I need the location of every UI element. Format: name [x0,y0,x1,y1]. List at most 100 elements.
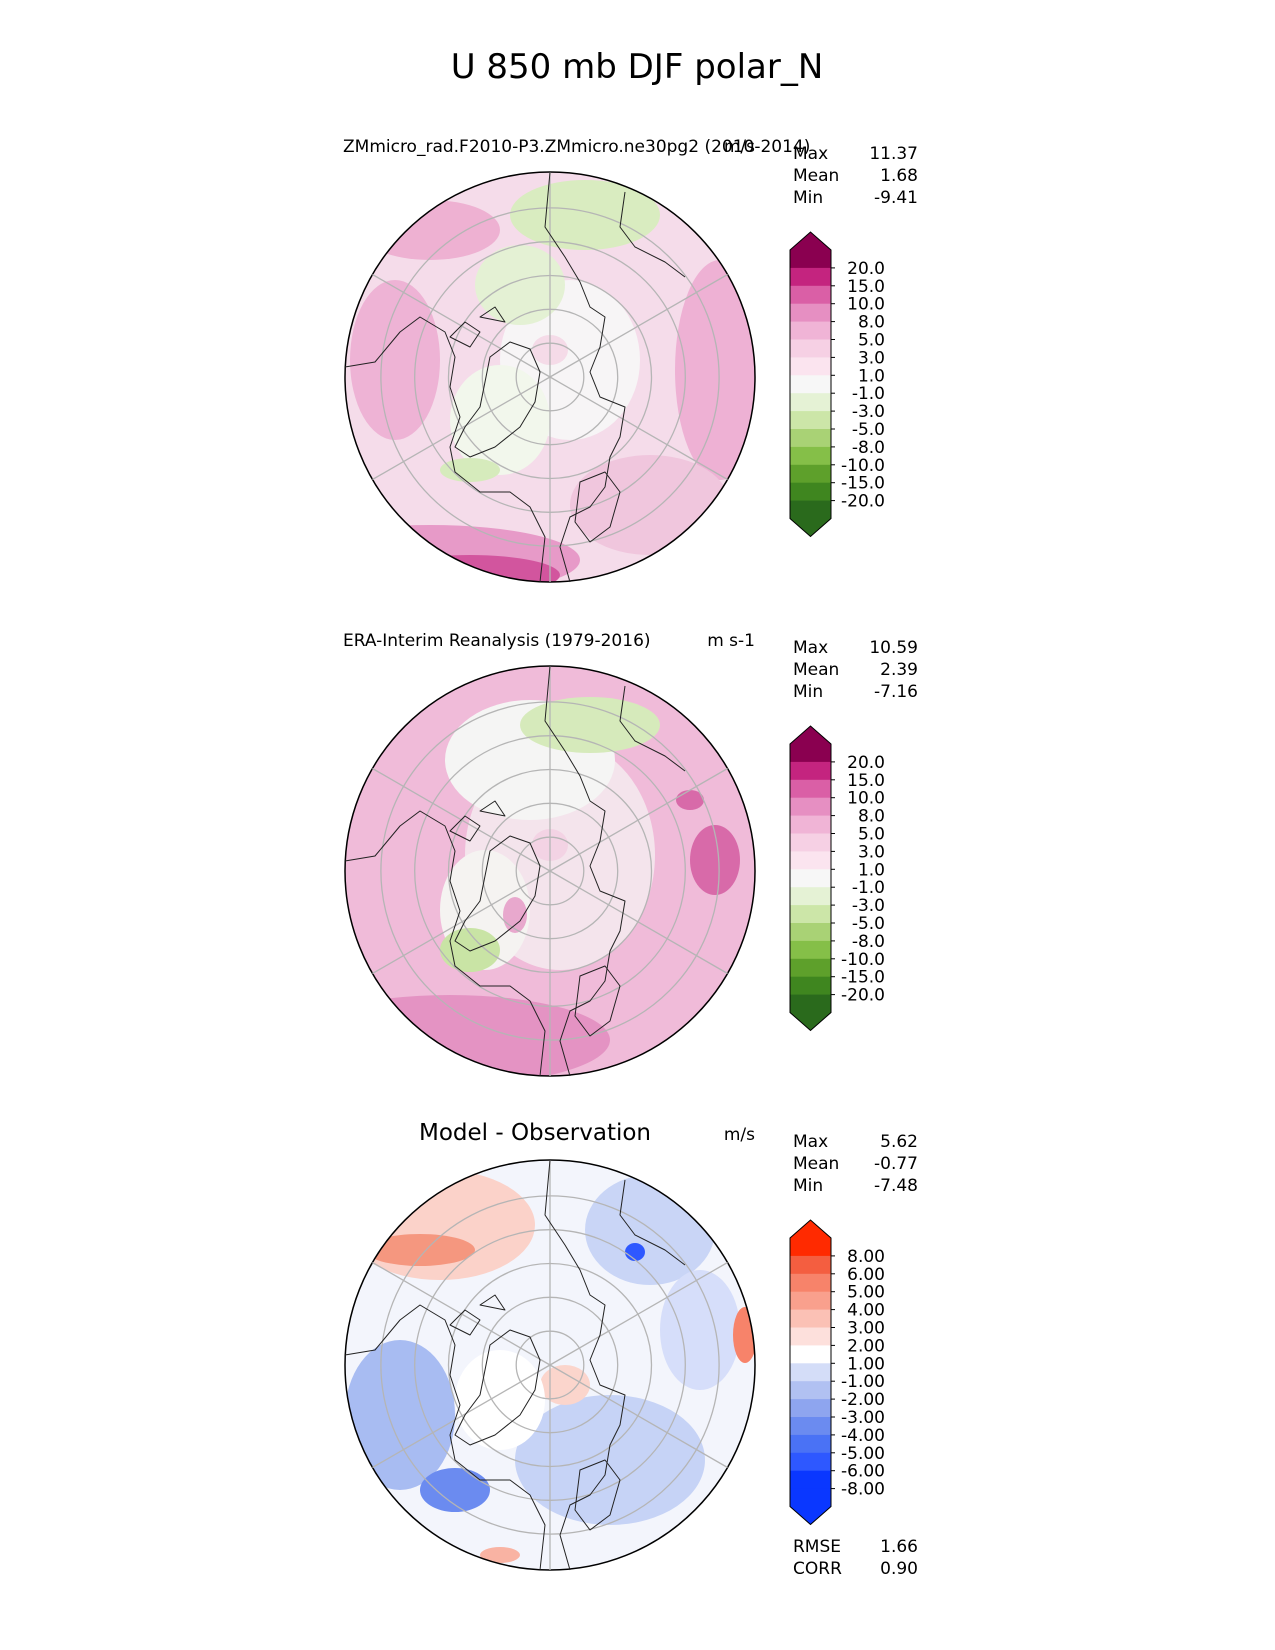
stat-label: Min [793,682,823,702]
colorbar-segment [790,267,831,287]
field-patch [365,1234,475,1266]
meridian-gridline [372,870,551,975]
panel-units: m s-1 [707,631,755,651]
colorbar-segment [790,1291,831,1311]
field-patch [475,245,565,325]
stat-label: Max [793,638,828,658]
colorbar-segment [790,958,831,978]
panel-difference: Model - Observation m/s [344,1120,756,1571]
colorbar-segment [790,976,831,996]
coastline [574,965,621,1037]
colorbar-tick-label: 2.00 [847,1336,885,1356]
colorbar-tick-label: -5.0 [852,914,885,934]
colorbar-tick-label: 1.00 [847,1354,885,1374]
colorbar-tick-label: -8.0 [852,932,885,952]
field-patch [380,555,560,582]
colorbar-segment [790,905,831,924]
colorbar-tick-label: -1.00 [841,1372,885,1392]
colorbar-segment [790,869,831,888]
coastline [449,1294,506,1336]
colorbar-segment [790,1399,831,1418]
stat-label: RMSE [793,1537,841,1557]
stat-value: -9.41 [874,188,918,208]
colorbar-tick-label: -20.0 [841,492,885,512]
colorbar-tick-label: 5.0 [858,331,885,351]
colorbar-segment [790,1470,831,1490]
colorbar-outline [789,1219,832,1526]
colorbar-segment [790,1238,831,1257]
colorbar-outline [789,231,832,538]
coastline [344,810,546,1077]
field-patch [503,897,527,933]
stat-value: 0.90 [880,1559,918,1579]
colorbar-tick-label: 15.0 [847,771,885,791]
map-overlay [344,665,728,1077]
colorbar-tick-label: -15.0 [841,968,885,988]
coastline [574,1459,621,1531]
stat-value: 11.37 [869,144,918,164]
colorbar-tick-label: -8.0 [852,438,885,458]
panel-title: ZMmicro_rad.F2010-P3.ZMmicro.ne30pg2 (20… [343,137,810,157]
colorbar-segment [790,779,831,799]
field-patch [676,790,704,810]
colorbar-tick-label: 1.0 [858,860,885,880]
figure-title: U 850 mb DJF polar_N [451,47,824,87]
coastline [454,341,541,458]
polar-map [345,172,755,582]
map-overlay [344,1159,728,1571]
colorbar-segment [790,887,831,906]
coastline [619,685,686,772]
stat-label: Mean [793,1154,839,1174]
colorbar-segment [790,1452,831,1472]
map-overlay [344,171,728,583]
colorbar-min-extension [790,1012,831,1031]
stat-value: 1.68 [880,166,918,186]
colorbar-segment [790,833,831,852]
colorbar-tick-label: 4.00 [847,1301,885,1321]
colorbar-tick-label: 6.00 [847,1265,885,1285]
colorbar-tick-label: -6.00 [841,1462,885,1482]
colorbar-tick-label: -3.00 [841,1408,885,1428]
field-patch [450,365,550,475]
meridian-gridline [549,767,728,872]
stat-label: Max [793,144,828,164]
panel-test: ZMmicro_rad.F2010-P3.ZMmicro.ne30pg2 (20… [343,137,810,583]
colorbar-max-extension [790,232,831,250]
colorbar-segment [790,1327,831,1346]
colorbar-segment [790,1255,831,1275]
colorbar-tick-label: 5.0 [858,825,885,845]
stat-value: -7.16 [874,682,918,702]
coastline [544,171,626,583]
colorbar-tick-label: -5.0 [852,420,885,440]
colorbar-tick-label: -15.0 [841,474,885,494]
colorbar-tick-label: -20.0 [841,986,885,1006]
stat-value: -7.48 [874,1176,918,1196]
panel-title: Model - Observation [419,1120,651,1146]
colorbar-segment [790,464,831,484]
colorbar-segment [790,321,831,340]
panel-title: ERA-Interim Reanalysis (1979-2016) [343,631,651,651]
field-patch [360,200,500,260]
stat-value: 1.66 [880,1537,918,1557]
field-patch [660,1270,740,1390]
colorbar-segment [790,1363,831,1382]
colorbar-tick-label: -3.0 [852,896,885,916]
stat-value: -0.77 [874,1154,918,1174]
coastline [574,471,621,543]
colorbar-segment [790,1417,831,1436]
colorbar-segment [790,1434,831,1454]
coastline [449,306,506,348]
colorbar-tick-label: -1.0 [852,878,885,898]
colorbar-tick-label: 10.0 [847,789,885,809]
coastline [454,835,541,952]
panel-units: m/s [724,1125,755,1145]
field-patch [540,1365,590,1405]
stat-value: 10.59 [869,638,918,658]
colorbar-segment [790,375,831,394]
colorbar-segment [790,940,831,960]
stat-value: 5.62 [880,1132,918,1152]
colorbar-segment [790,923,831,942]
stat-label: Mean [793,166,839,186]
stat-label: Min [793,188,823,208]
